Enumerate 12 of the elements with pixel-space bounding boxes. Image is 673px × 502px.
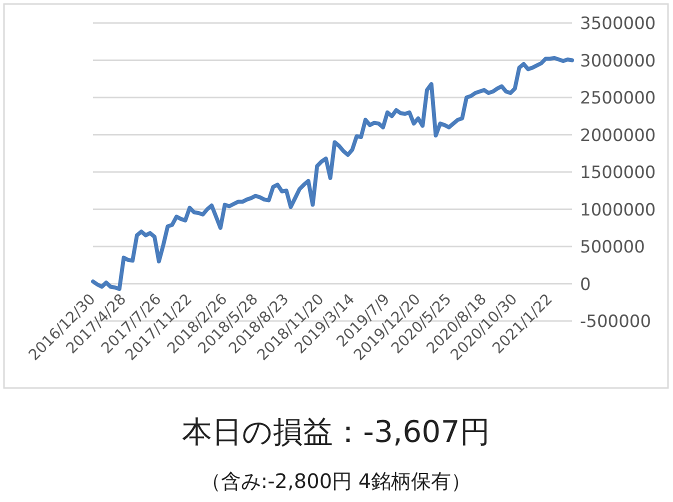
y-tick-label: 1000000: [580, 200, 656, 220]
y-tick-label: 1500000: [580, 163, 656, 183]
line-series: [91, 56, 574, 291]
text: （含み:-2,800円 4銘柄保有）: [200, 469, 472, 493]
y-tick-label: 0: [580, 274, 591, 295]
y-tick-label: 3500000: [580, 14, 656, 34]
text: 本日の損益：-3,607円: [182, 415, 490, 450]
y-tick-label: 2000000: [580, 126, 656, 146]
y-tick-label: 2500000: [580, 88, 656, 108]
y-tick-label: 500000: [580, 238, 645, 258]
y-tick-label: 3000000: [580, 51, 656, 72]
y-tick-label: -500000: [580, 312, 652, 332]
